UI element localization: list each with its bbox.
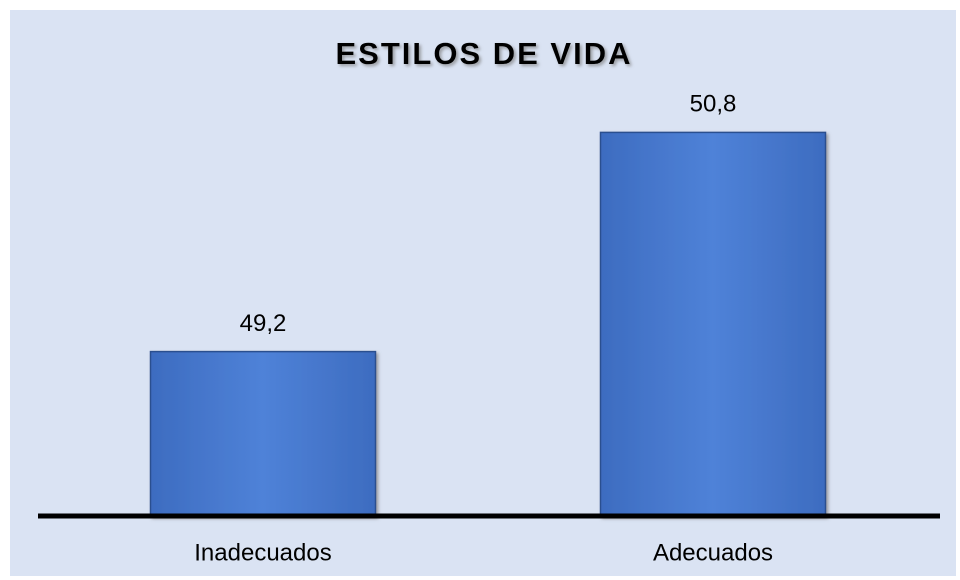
chart-title: ESTILOS DE VIDA xyxy=(336,36,633,71)
bar xyxy=(149,350,377,517)
bar xyxy=(599,131,827,517)
x-tick-label: Inadecuados xyxy=(194,539,331,566)
value-label: 49,2 xyxy=(240,310,287,337)
value-label: 50,8 xyxy=(690,91,737,118)
x-tick-label: Adecuados xyxy=(653,539,773,566)
